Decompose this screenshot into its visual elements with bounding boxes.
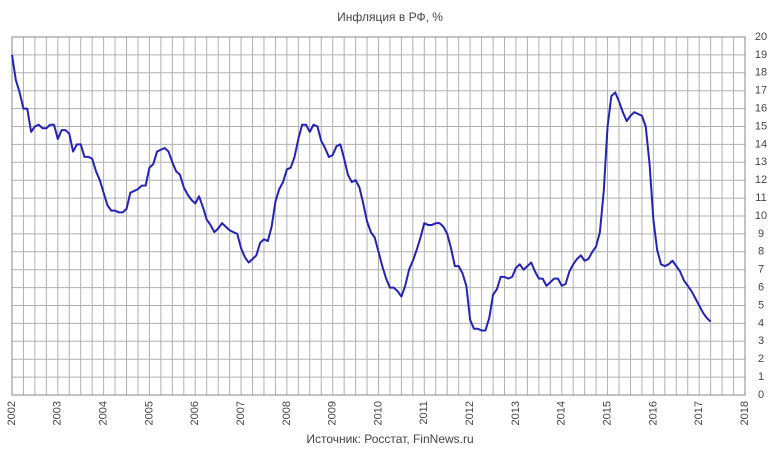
x-tick-label: 2008: [281, 401, 293, 425]
y-tick-label: 7: [758, 264, 764, 276]
x-tick-label: 2013: [510, 401, 522, 425]
x-tick-label: 2006: [189, 401, 201, 425]
x-tick-label: 2015: [601, 401, 613, 425]
y-tick-label: 9: [758, 228, 764, 240]
x-tick-label: 2005: [143, 401, 155, 425]
y-tick-label: 0: [758, 389, 764, 401]
y-tick-label: 10: [755, 210, 767, 222]
y-tick-label: 17: [755, 85, 767, 97]
y-tick-label: 14: [755, 138, 767, 150]
x-tick-label: 2004: [98, 401, 110, 425]
chart-title: Инфляция в РФ, %: [337, 10, 443, 24]
y-tick-label: 4: [758, 317, 764, 329]
y-tick-label: 2: [758, 353, 764, 365]
y-tick-label: 1: [758, 371, 764, 383]
x-tick-label: 2002: [6, 401, 18, 425]
x-tick-label: 2014: [556, 401, 568, 425]
x-tick-label: 2016: [647, 401, 659, 425]
x-tick-label: 2010: [372, 401, 384, 425]
y-tick-label: 13: [755, 156, 767, 168]
y-tick-label: 16: [755, 103, 767, 115]
y-tick-label: 6: [758, 282, 764, 294]
y-tick-label: 8: [758, 246, 764, 258]
x-tick-label: 2018: [739, 401, 751, 425]
y-tick-label: 12: [755, 174, 767, 186]
source-note: Источник: Росстат, FinNews.ru: [306, 432, 473, 446]
data-line: [11, 54, 712, 332]
x-tick-label: 2017: [693, 401, 705, 425]
y-tick-label: 20: [755, 31, 767, 43]
y-tick-label: 15: [755, 120, 767, 132]
y-tick-label: 3: [758, 335, 764, 347]
x-tick-label: 2007: [235, 401, 247, 425]
plot-frame: [11, 36, 746, 396]
y-tick-label: 5: [758, 299, 764, 311]
x-tick-label: 2011: [418, 401, 430, 425]
x-tick-label: 2003: [52, 401, 64, 425]
y-tick-label: 11: [755, 192, 766, 204]
x-tick-label: 2012: [464, 401, 476, 425]
x-tick-label: 2009: [327, 401, 339, 425]
y-tick-label: 18: [755, 67, 767, 79]
y-tick-label: 19: [755, 49, 767, 61]
